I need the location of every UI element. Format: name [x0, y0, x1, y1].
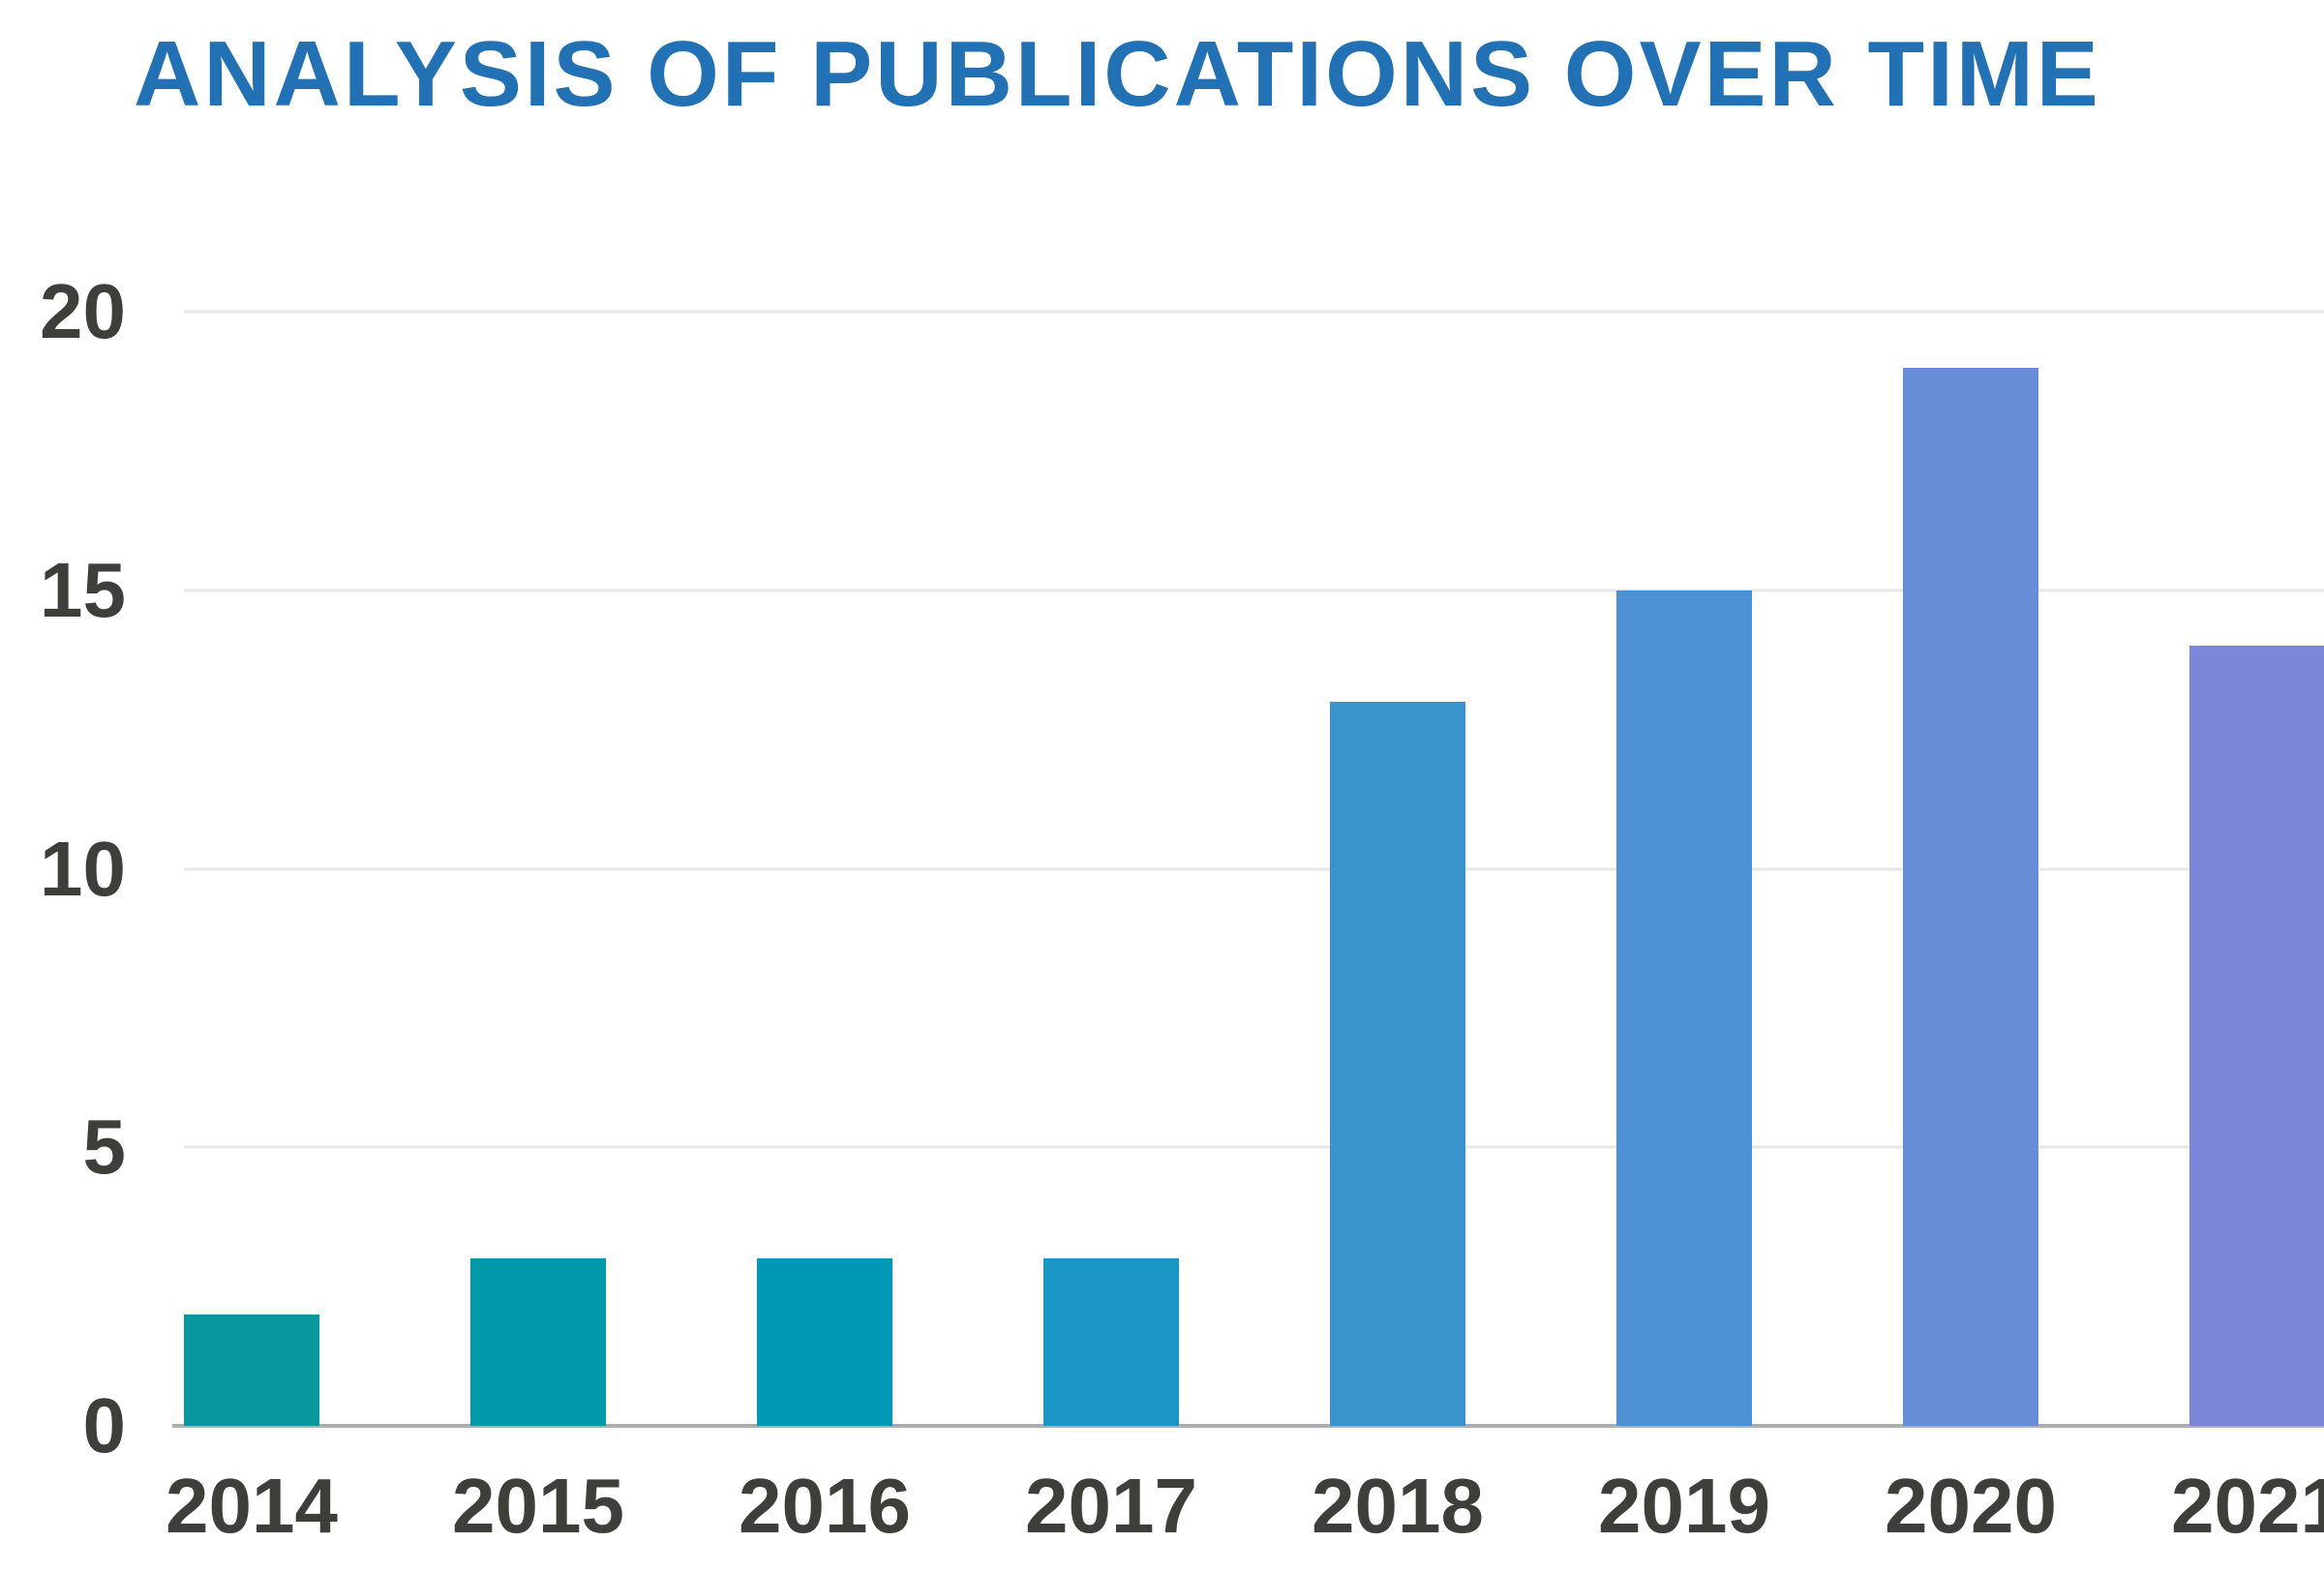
bar-2020 — [1903, 367, 2038, 1426]
y-tick-label-15: 15 — [40, 546, 126, 633]
x-tick-label-2018: 2018 — [1312, 1463, 1484, 1549]
plot-area — [172, 310, 2324, 1428]
x-tick-label-2019: 2019 — [1598, 1463, 1770, 1549]
x-tick-label-2017: 2017 — [1025, 1463, 1197, 1549]
bar-2019 — [1616, 590, 1752, 1426]
y-tick-label-20: 20 — [40, 268, 126, 354]
x-axis-line — [172, 1424, 2324, 1428]
gridline-10 — [184, 867, 2324, 870]
gridline-15 — [184, 589, 2324, 592]
bar-2015 — [470, 1258, 606, 1426]
y-tick-label-5: 5 — [82, 1103, 127, 1191]
bar-2014 — [184, 1314, 319, 1426]
bar-2017 — [1043, 1258, 1179, 1426]
bar-2016 — [757, 1258, 892, 1426]
x-tick-label-2016: 2016 — [739, 1463, 911, 1549]
y-axis-tick-labels: 0 5 10 15 20 — [0, 273, 127, 1465]
gridline-5 — [184, 1145, 2324, 1149]
x-tick-label-2014: 2014 — [166, 1463, 338, 1549]
y-tick-label-0: 0 — [82, 1382, 127, 1468]
gridline-20 — [184, 310, 2324, 314]
x-tick-label-2020: 2020 — [1885, 1463, 2057, 1549]
x-tick-label-2015: 2015 — [452, 1463, 624, 1549]
chart-title: ANALYSIS OF PUBLICATIONS OVER TIME — [134, 22, 2101, 126]
bar-2021 — [2189, 646, 2324, 1426]
x-axis-tick-labels: 2014 2015 2016 2017 2018 2019 2020 2021 — [166, 1463, 2324, 1564]
bar-2018 — [1330, 701, 1465, 1426]
y-tick-label-10: 10 — [40, 825, 126, 912]
x-tick-label-2021: 2021 — [2171, 1463, 2324, 1549]
